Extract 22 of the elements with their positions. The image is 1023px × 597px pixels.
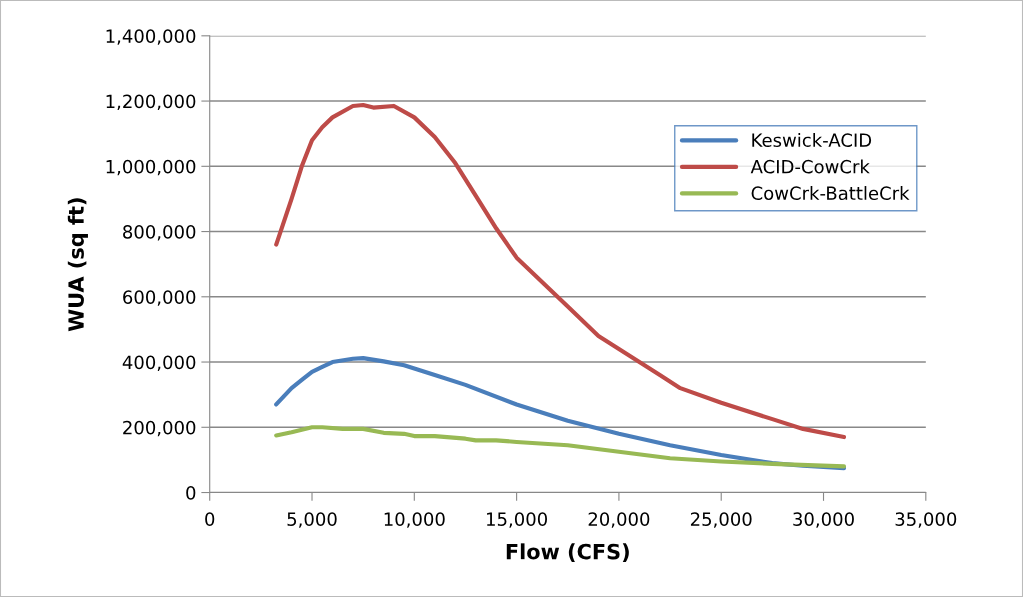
y-tick-label: 800,000 [123,225,196,241]
x-tick-label: 0 [205,512,215,526]
y-tick-label: 1,400,000 [106,29,196,45]
x-axis-title: Flow (CFS) [506,543,629,562]
x-tick-label: 35,000 [895,512,957,528]
legend-label: CowCrk-BattleCrk [751,186,910,201]
x-tick-label: 10,000 [384,512,445,528]
x-tick-label: 15,000 [487,512,547,528]
x-tick-label: 25,000 [690,512,752,528]
line-series [274,425,847,469]
y-tick-label: 1,200,000 [106,94,196,111]
x-tick-label: 20,000 [588,512,650,528]
legend-label: ACID-CowCrk [750,159,870,174]
y-axis-title: WUA (sq ft) [67,198,88,332]
x-tick-label: 30,000 [793,512,854,528]
y-tick-label: 1,000,000 [106,159,196,176]
y-tick-label: 600,000 [123,290,196,306]
x-tick-label: 5,000 [287,512,337,528]
legend-label: Keswick-ACID [752,133,872,147]
y-tick-label: 400,000 [122,355,196,371]
y-tick-label: 200,000 [123,420,196,437]
y-tick-label: 0 [186,485,196,500]
